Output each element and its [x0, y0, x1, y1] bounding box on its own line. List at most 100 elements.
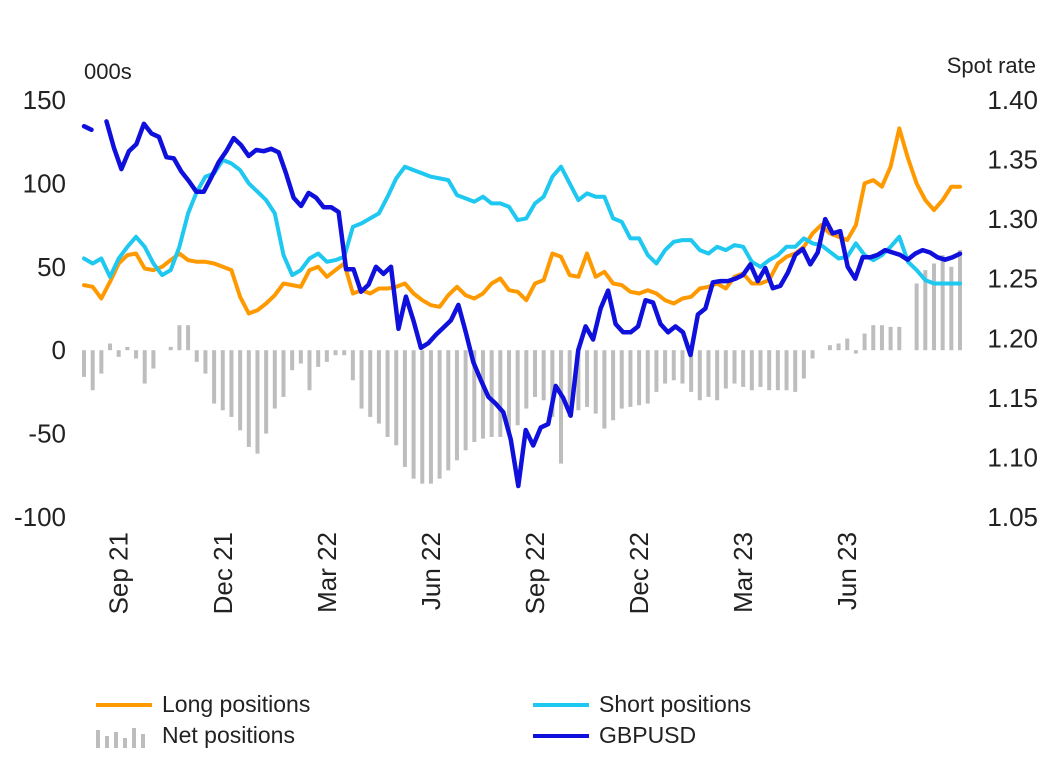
- net-position-bar: [645, 350, 650, 404]
- net-position-bar: [82, 350, 86, 377]
- net-position-bar: [281, 350, 286, 397]
- series-lines: [81, 119, 963, 489]
- x-tick-label: Sep 21: [104, 532, 134, 614]
- net-position-bar: [697, 350, 702, 401]
- net-position-bar: [298, 350, 303, 364]
- net-positions-bars: [82, 250, 962, 484]
- legend-short-swatch: [533, 702, 589, 707]
- net-position-bar: [194, 350, 199, 362]
- net-position-bar: [506, 350, 511, 434]
- x-tick-label: Dec 21: [208, 532, 238, 614]
- net-position-bar: [949, 266, 954, 351]
- net-position-bar: [125, 346, 130, 351]
- net-position-bar: [307, 350, 312, 391]
- net-position-bar: [767, 350, 772, 391]
- x-axis: Sep 21 Dec 21 Mar 22 Jun 22 Sep 22 Dec 22 Mar …: [104, 532, 863, 614]
- net-position-bar: [862, 333, 867, 351]
- net-position-bar: [689, 350, 694, 392]
- net-position-bar: [680, 350, 685, 384]
- net-position-bar: [550, 350, 555, 417]
- net-position-bar: [515, 350, 520, 426]
- legend-short-label: Short positions: [599, 691, 752, 717]
- net-position-bar: [272, 350, 277, 409]
- net-position-bar: [836, 343, 841, 351]
- net-position-bar: [576, 350, 581, 411]
- x-tick-label: Mar 23: [728, 532, 758, 613]
- right-tick-label: 1.20: [987, 323, 1038, 353]
- net-position-bar: [784, 350, 789, 391]
- net-position-bar: [437, 350, 442, 479]
- net-position-bar: [134, 350, 139, 359]
- right-axis-unit: Spot rate: [947, 53, 1036, 78]
- legend-long-swatch: [96, 702, 152, 707]
- left-tick-label: 0: [52, 335, 66, 365]
- right-tick-label: 1.25: [987, 264, 1038, 294]
- legend-net-swatch: [96, 724, 152, 748]
- right-tick-label: 1.40: [987, 85, 1038, 115]
- net-position-bar: [168, 346, 173, 351]
- legend-short: Short positions: [533, 691, 751, 718]
- net-position-bar: [368, 350, 373, 417]
- net-position-bar: [559, 350, 564, 464]
- net-position-bar: [151, 350, 156, 369]
- net-position-bar: [177, 325, 182, 351]
- net-position-bar: [350, 350, 355, 381]
- net-position-bar: [923, 270, 928, 351]
- net-position-bar: [801, 350, 806, 379]
- legend-gbpusd-label: GBPUSD: [599, 722, 697, 748]
- legend-net-label: Net positions: [162, 722, 295, 748]
- net-position-bar: [229, 350, 234, 417]
- net-position-bar: [827, 345, 832, 351]
- net-position-bar: [116, 350, 121, 357]
- net-position-bar: [888, 326, 893, 351]
- legend-long-label: Long positions: [162, 691, 311, 717]
- left-axis-unit: 000s: [84, 59, 132, 84]
- net-position-bar: [142, 350, 147, 384]
- net-position-bar: [316, 350, 321, 367]
- net-position-bar: [931, 263, 936, 351]
- chart: 000s Spot rate 150 100 50 0 -50 -100 1.40 1.35…: [14, 53, 1038, 614]
- x-tick-label: Dec 22: [624, 532, 654, 614]
- left-tick-label: 50: [37, 252, 66, 282]
- net-position-bar: [671, 350, 676, 381]
- net-position-bar: [498, 350, 503, 437]
- net-position-bar: [628, 350, 633, 407]
- gbpusd-line: [81, 119, 963, 489]
- net-position-bar: [238, 350, 243, 431]
- net-position-bar: [376, 350, 381, 424]
- net-position-bar: [654, 350, 659, 392]
- net-position-bar: [541, 350, 546, 401]
- left-axis: 150 100 50 0 -50 -100: [14, 85, 66, 532]
- net-position-bar: [99, 350, 104, 374]
- right-tick-label: 1.30: [987, 204, 1038, 234]
- left-tick-label: -50: [28, 419, 66, 449]
- net-position-bar: [879, 325, 884, 351]
- x-tick-label: Sep 22: [520, 532, 550, 614]
- net-position-bar: [324, 350, 329, 362]
- net-position-bar: [385, 350, 390, 437]
- net-position-bar: [958, 250, 962, 351]
- legend-long: Long positions: [96, 691, 310, 718]
- net-position-bar: [845, 338, 850, 351]
- net-position-bar: [290, 350, 295, 371]
- net-position-bar: [342, 350, 347, 356]
- net-position-bar: [264, 350, 269, 434]
- net-position-bar: [411, 350, 416, 479]
- net-position-bar: [567, 350, 572, 417]
- net-position-bar: [463, 350, 468, 451]
- net-position-bar: [706, 350, 711, 397]
- x-tick-label: Mar 22: [312, 532, 342, 613]
- net-position-bar: [897, 326, 902, 351]
- net-position-bar: [533, 350, 538, 397]
- net-position-bar: [480, 350, 485, 439]
- net-position-bar: [333, 350, 338, 356]
- net-position-bar: [593, 350, 598, 414]
- net-position-bar: [602, 350, 607, 429]
- long-positions-line: [82, 126, 962, 316]
- net-position-bar: [723, 350, 728, 389]
- net-position-bar: [428, 350, 433, 484]
- net-position-bar: [524, 350, 529, 409]
- net-position-bar: [758, 350, 763, 387]
- left-tick-label: 150: [23, 85, 66, 115]
- right-tick-label: 1.15: [987, 383, 1038, 413]
